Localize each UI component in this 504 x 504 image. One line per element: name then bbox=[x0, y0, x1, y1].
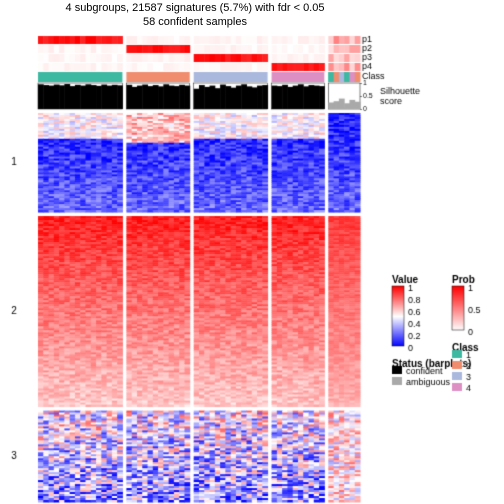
title-line2: 58 confident samples bbox=[0, 16, 390, 28]
heatmap-figure bbox=[0, 0, 504, 504]
title-line1: 4 subgroups, 21587 signatures (5.7%) wit… bbox=[0, 2, 390, 14]
